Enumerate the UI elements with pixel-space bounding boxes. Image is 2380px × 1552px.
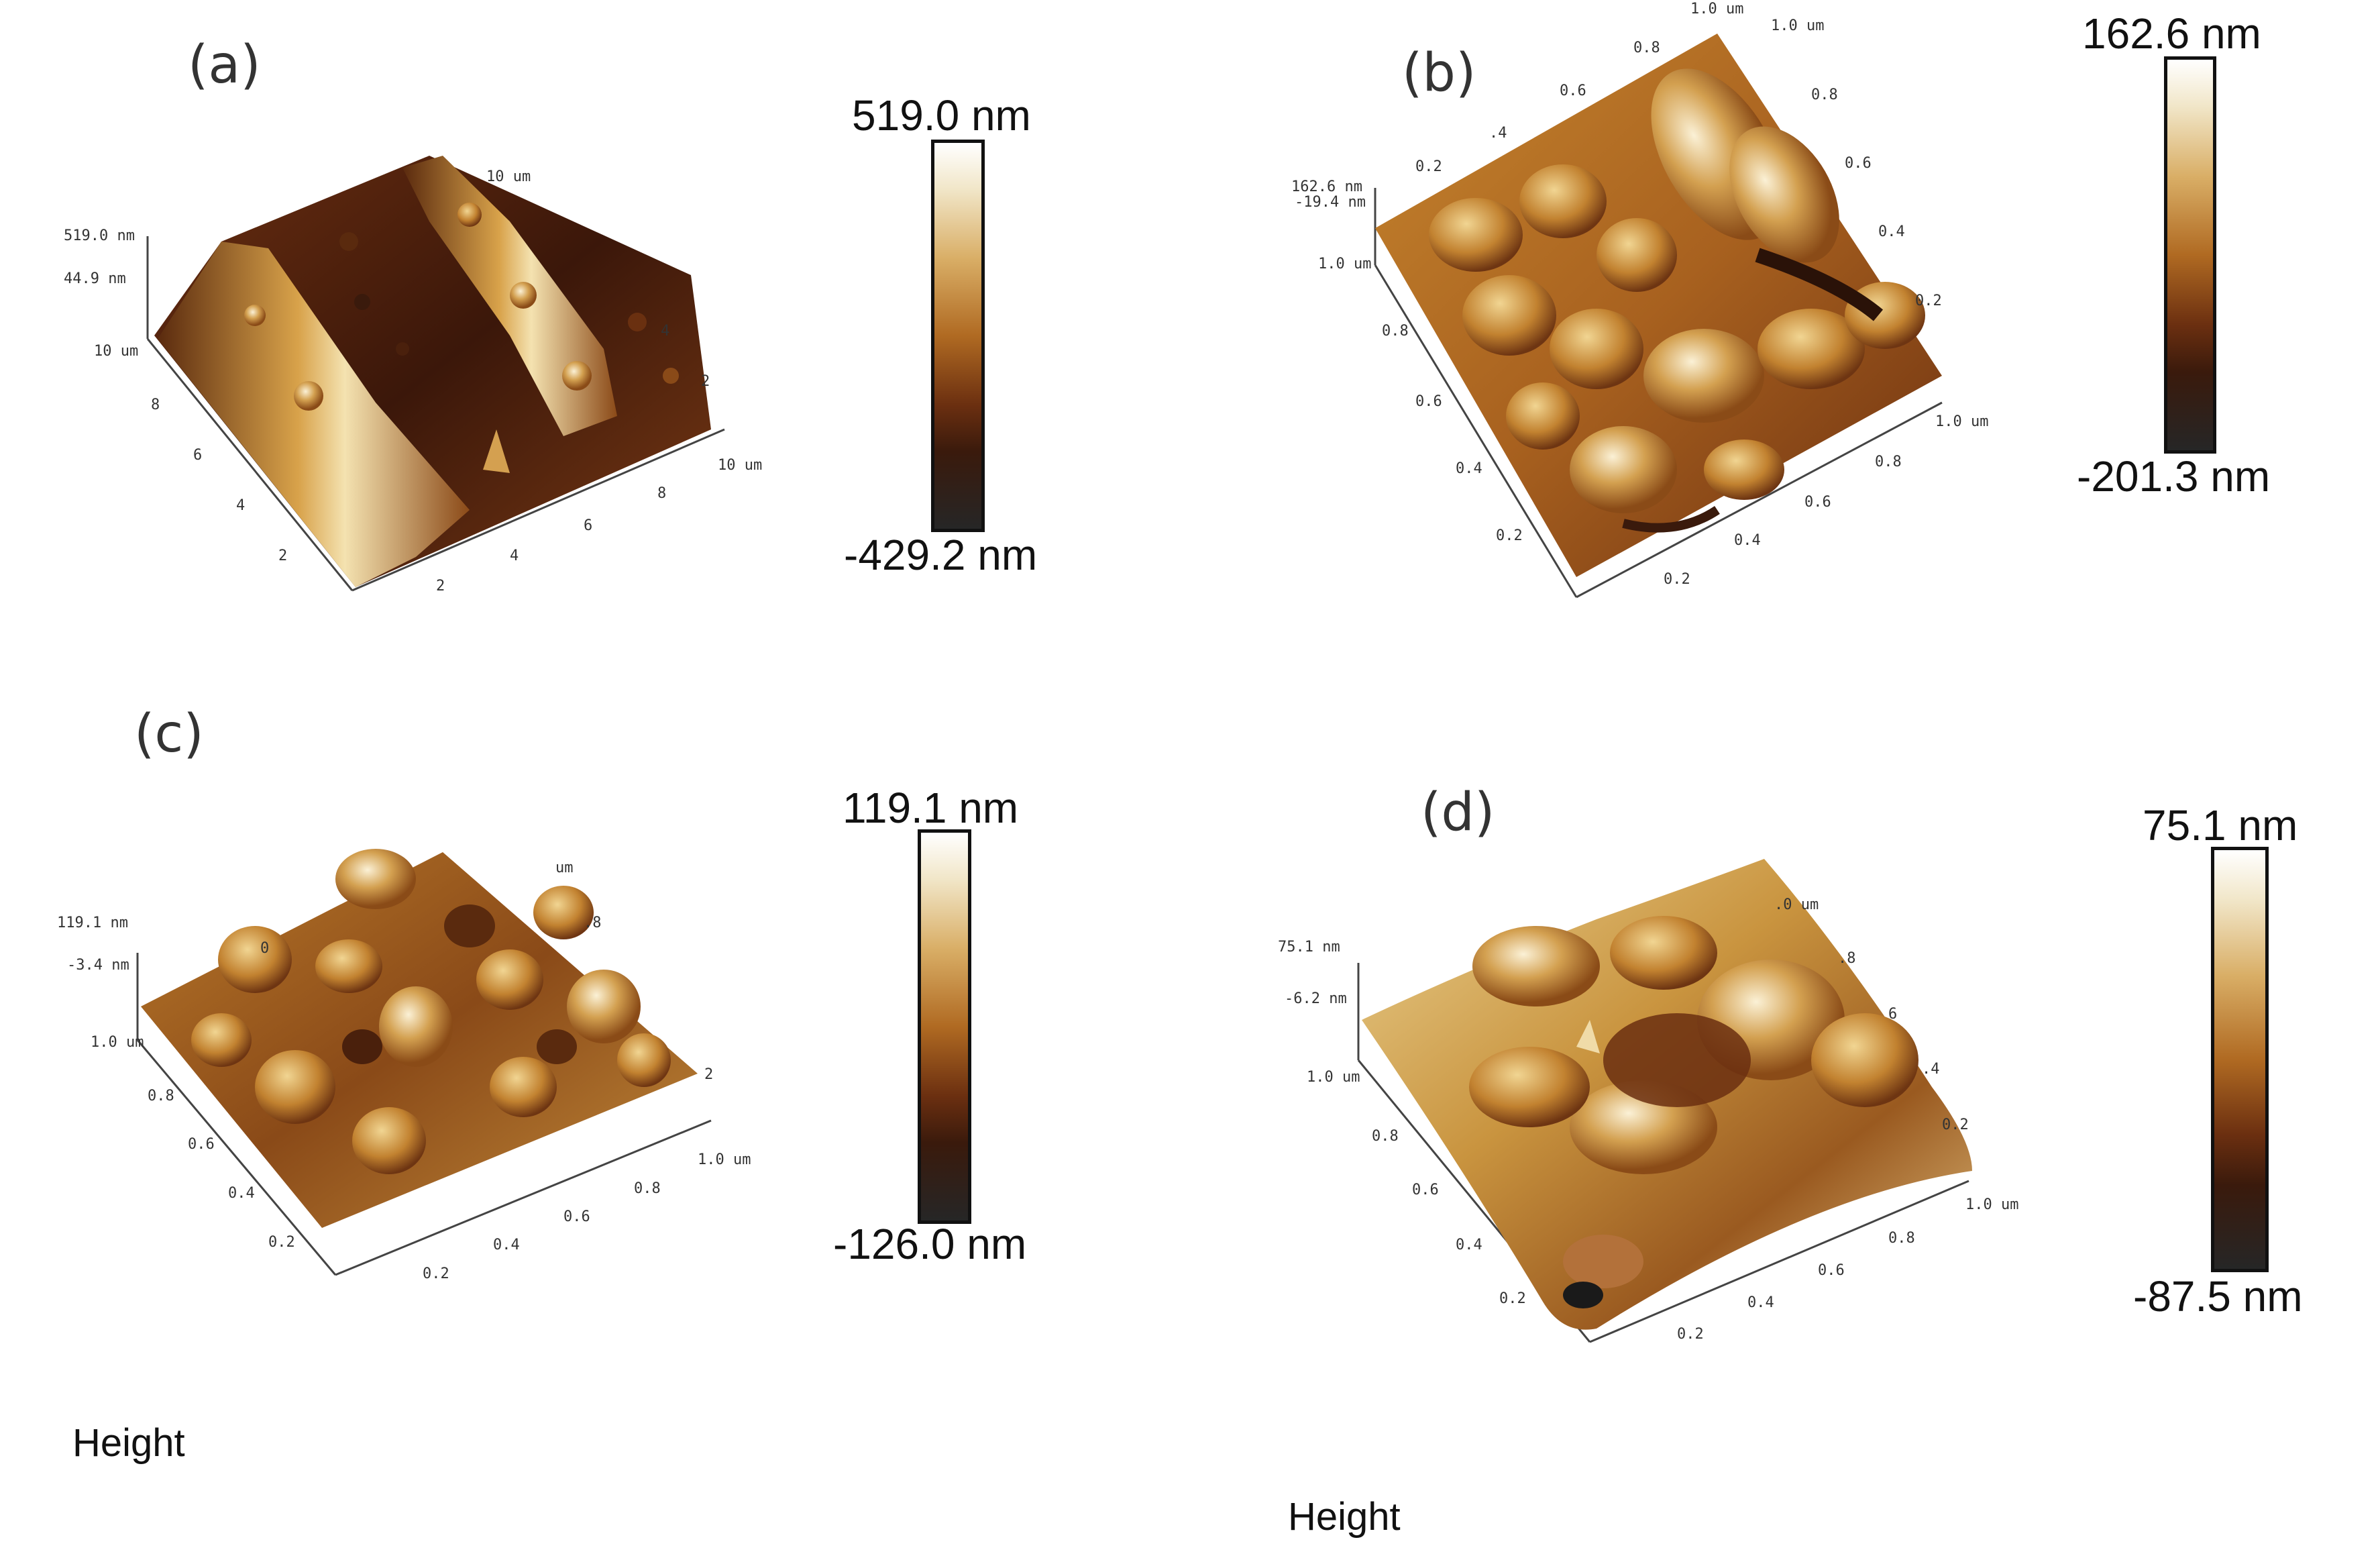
scale-b-min: -201.3 nm: [2077, 452, 2271, 501]
panel-a-label: (a): [188, 35, 261, 95]
scale-c-max: 119.1 nm: [843, 784, 1019, 832]
y-tick-c-2: 0.6: [188, 1136, 215, 1153]
scale-d-min: -87.5 nm: [2133, 1272, 2303, 1321]
y-tick-a-1: 8: [151, 397, 160, 413]
x-tick-b-3: 0.6: [1804, 494, 1831, 511]
scale-a-max: 519.0 nm: [852, 91, 1031, 140]
axis-corner-label-d: 1.0 um: [1307, 1069, 1360, 1086]
back-top-label-c: um: [555, 860, 574, 876]
x-tick-b-1: 0.2: [1664, 571, 1690, 588]
scale-bar-b: [2164, 56, 2216, 454]
x-tick-a-2: 4: [510, 548, 519, 564]
axis-corner-label-a: 10 um: [94, 343, 138, 360]
x-tick-c-1: 0.2: [423, 1265, 449, 1282]
z-top-label-c: 119.1 nm: [57, 915, 128, 931]
panel-d-label: (d): [1421, 782, 1495, 843]
axis-corner-label-c: 1.0 um: [91, 1034, 144, 1051]
panel-b-label: (b): [1402, 43, 1476, 103]
x-tick-d-3: 0.6: [1818, 1262, 1845, 1279]
y-tick-b-1: 0.8: [1382, 323, 1409, 340]
x-tick-c-2: 0.4: [493, 1237, 520, 1253]
back-right-c-1: .8: [584, 915, 602, 931]
y-tick-a-2: 6: [193, 447, 202, 464]
x-tick-a-1: 2: [436, 578, 445, 594]
afm-surface-d: 75.1 nm -6.2 nm 1.0 um 0.8 0.6 0.4 0.2 0…: [1278, 859, 2018, 1343]
scale-bar-d: [2211, 847, 2269, 1272]
y-tick-b-2: 0.6: [1415, 393, 1442, 410]
z-top-label-a: 519.0 nm: [64, 227, 135, 244]
height-caption-left: Height: [72, 1421, 185, 1465]
back-right-b-2: 0.8: [1811, 87, 1838, 103]
back-left-b-1: 1.0 um: [1690, 1, 1743, 17]
x-tick-a-4: 8: [657, 485, 666, 502]
scale-c-min: -126.0 nm: [833, 1220, 1027, 1268]
back-left-c: 0: [260, 940, 269, 957]
right-tick-a-1: 4: [661, 323, 669, 340]
y-tick-c-4: 0.2: [268, 1234, 295, 1251]
back-right-b-5: 0.2: [1915, 293, 1942, 309]
back-left-b-3: 0.6: [1560, 83, 1586, 99]
y-tick-d-2: 0.6: [1412, 1182, 1439, 1198]
back-right-d-3: 6: [1888, 1006, 1897, 1023]
y-tick-a-4: 2: [278, 548, 287, 564]
panel-c-label: (c): [134, 704, 204, 764]
back-left-b-2: 0.8: [1633, 40, 1660, 56]
z-mid-label-c: -3.4 nm: [67, 957, 129, 974]
axis-corner-label-b: 1.0 um: [1318, 256, 1371, 272]
x-tick-a-3: 6: [584, 517, 592, 534]
back-right-b-1: 1.0 um: [1771, 17, 1824, 34]
y-tick-d-3: 0.4: [1456, 1237, 1482, 1253]
back-right-d-2: .8: [1838, 950, 1856, 967]
x-tick-b-4: 0.8: [1875, 454, 1902, 470]
z-mid-label-b: -19.4 nm: [1295, 194, 1366, 211]
z-top-label-d: 75.1 nm: [1278, 939, 1340, 955]
x-end-label-b: 1.0 um: [1935, 413, 1988, 430]
scale-b-max: 162.6 nm: [2082, 9, 2261, 58]
back-right-b-3: 0.6: [1845, 155, 1872, 172]
z-mid-label-d: -6.2 nm: [1285, 990, 1347, 1007]
back-left-b-4: .4: [1489, 125, 1507, 142]
back-right-d-1: .0 um: [1774, 896, 1819, 913]
y-tick-b-4: 0.2: [1496, 527, 1523, 544]
back-right-d-4: .4: [1922, 1061, 1940, 1078]
back-right-c-2: 2: [704, 1066, 713, 1083]
afm-surface-b: 162.6 nm -19.4 nm 1.0 um 0.8 0.6 0.4 0.2…: [1291, 1, 1988, 599]
x-tick-d-2: 0.4: [1747, 1294, 1774, 1311]
scale-bar-c: [918, 829, 971, 1224]
y-tick-d-1: 0.8: [1372, 1128, 1399, 1145]
back-left-b-5: 0.2: [1415, 158, 1442, 175]
y-tick-b-3: 0.4: [1456, 460, 1482, 477]
back-top-label-a: 10 um: [486, 168, 531, 185]
z-top-label-b: 162.6 nm: [1291, 178, 1362, 195]
y-tick-a-3: 4: [236, 497, 245, 514]
x-tick-d-1: 0.2: [1677, 1326, 1704, 1343]
x-tick-c-4: 0.8: [634, 1180, 661, 1197]
y-tick-c-3: 0.4: [228, 1185, 255, 1202]
x-tick-c-3: 0.6: [563, 1208, 590, 1225]
scale-bar-a: [931, 140, 985, 532]
afm-surface-a: 519.0 nm 44.9 nm 10 um 8 6 4 2 2 4 6 8 1…: [64, 156, 762, 594]
height-caption-center: Height: [1288, 1495, 1401, 1539]
x-tick-d-4: 0.8: [1888, 1230, 1915, 1247]
scale-a-min: -429.2 nm: [844, 531, 1038, 579]
x-tick-b-2: 0.4: [1734, 532, 1761, 549]
afm-surface-c: 119.1 nm -3.4 nm 1.0 um 0.8 0.6 0.4 0.2 …: [57, 849, 751, 1282]
x-end-label-c: 1.0 um: [698, 1151, 751, 1168]
right-tick-a-2: 2: [701, 373, 710, 390]
back-right-d-5: 0.2: [1942, 1117, 1969, 1133]
x-end-label-a: 10 um: [718, 457, 762, 474]
x-end-label-d: 1.0 um: [1965, 1196, 2018, 1213]
scale-d-max: 75.1 nm: [2143, 801, 2298, 849]
y-tick-d-4: 0.2: [1499, 1290, 1526, 1307]
z-mid-label-a: 44.9 nm: [64, 270, 126, 287]
back-right-b-4: 0.4: [1878, 223, 1905, 240]
y-tick-c-1: 0.8: [148, 1088, 174, 1104]
